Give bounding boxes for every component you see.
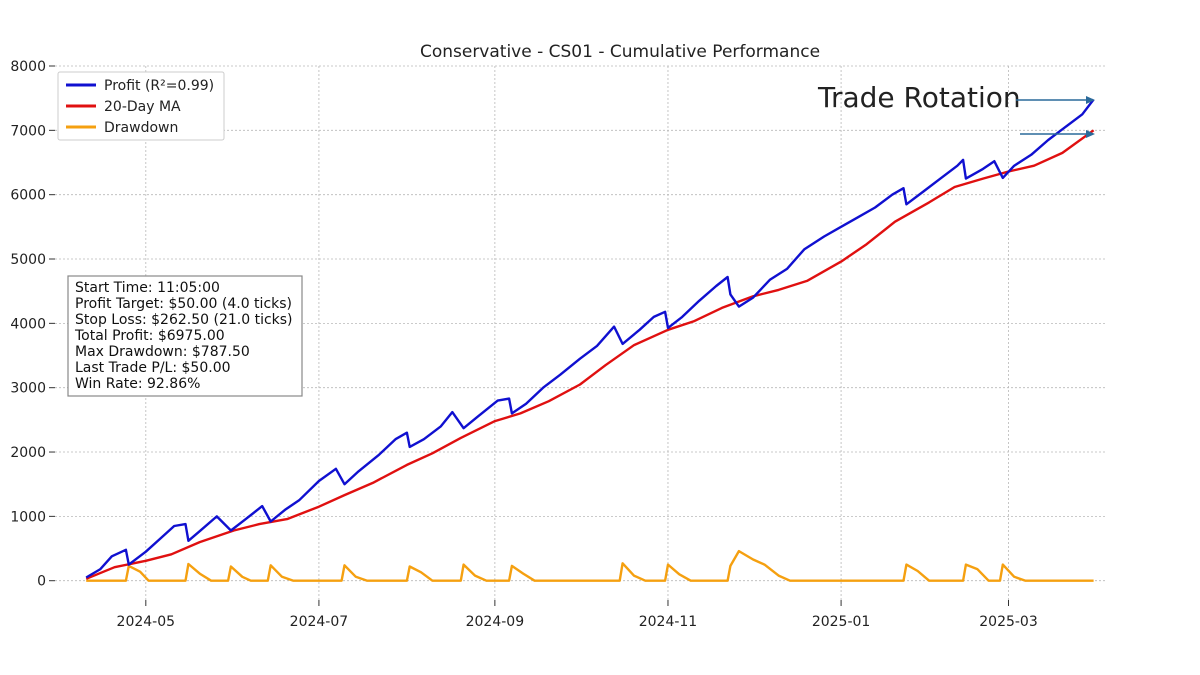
trade-rotation-annotation: Trade Rotation (817, 81, 1095, 138)
x-tick-label: 2024-11 (639, 614, 698, 630)
info-start-time: Start Time: 11:05:00 (75, 280, 220, 296)
series-lines (85, 98, 1095, 582)
annotation-arrowhead-ma (1086, 130, 1095, 138)
annotation-text: Trade Rotation (817, 81, 1021, 114)
legend-label-ma: 20-Day MA (104, 99, 181, 115)
y-tick-labels: 0 1000 2000 3000 4000 5000 6000 7000 8000 (10, 59, 55, 590)
x-tick-label: 2024-05 (117, 614, 176, 630)
y-tick-label: 0 (37, 574, 46, 590)
y-tick-label: 1000 (10, 509, 46, 525)
x-tick-labels: 2024-05 2024-07 2024-09 2024-11 2025-01 2025-… (117, 600, 1038, 630)
grid-lines (55, 65, 1105, 600)
x-tick-label: 2024-09 (466, 614, 525, 630)
ma-line (85, 129, 1095, 580)
info-last-trade: Last Trade P/L: $50.00 (75, 360, 231, 376)
annotation-arrowhead-profit (1086, 96, 1095, 104)
info-box-frame (67, 275, 303, 397)
info-profit-target: Profit Target: $50.00 (4.0 ticks) (75, 296, 292, 312)
drawdown-line (86, 549, 1094, 582)
y-tick-label: 4000 (10, 316, 46, 332)
x-tick-label: 2025-01 (812, 614, 871, 630)
y-tick-label: 2000 (10, 445, 46, 461)
legend-box (57, 71, 225, 141)
info-win-rate: Win Rate: 92.86% (75, 376, 200, 392)
y-tick-label: 3000 (10, 381, 46, 397)
chart-title: Conservative - CS01 - Cumulative Perform… (420, 42, 820, 62)
x-tick-label: 2024-07 (290, 614, 349, 630)
profit-line (85, 98, 1095, 579)
info-max-drawdown: Max Drawdown: $787.50 (75, 344, 250, 360)
y-tick-label: 5000 (10, 252, 46, 268)
x-tick-label: 2025-03 (979, 614, 1038, 630)
y-tick-label: 7000 (10, 123, 46, 139)
legend-label-profit: Profit (R²=0.99) (104, 78, 214, 94)
y-tick-label: 8000 (10, 59, 46, 75)
info-stop-loss: Stop Loss: $262.50 (21.0 ticks) (75, 312, 293, 328)
legend: Profit (R²=0.99) 20-Day MA Drawdown (57, 71, 225, 141)
info-box: Start Time: 11:05:00 Profit Target: $50.… (67, 275, 303, 397)
info-total-profit: Total Profit: $6975.00 (74, 328, 225, 344)
legend-label-drawdown: Drawdown (104, 120, 178, 136)
y-tick-label: 6000 (10, 188, 46, 204)
